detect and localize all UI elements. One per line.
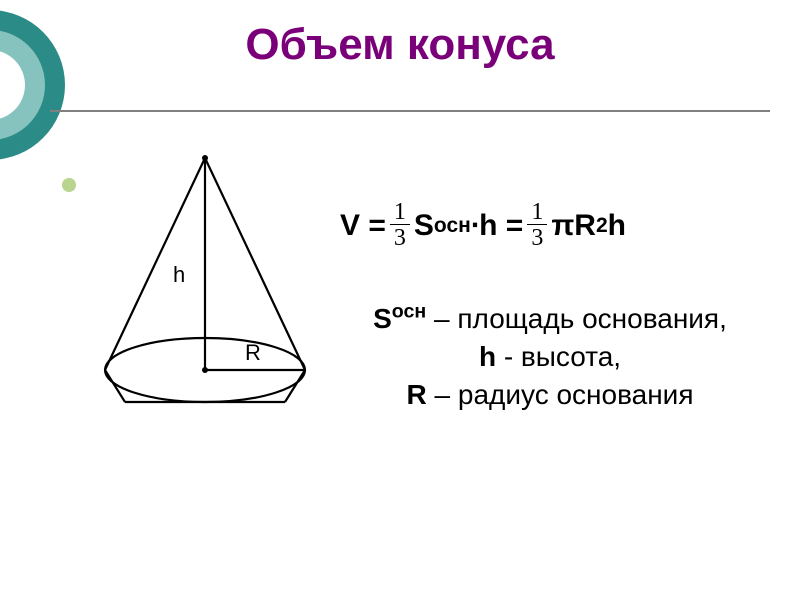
- legend-term-h: h: [479, 341, 496, 372]
- legend-rest-h: - высота,: [496, 341, 621, 372]
- page-title: Объем конуса: [0, 20, 800, 70]
- legend-rest-s: – площадь основания,: [426, 303, 727, 334]
- cone-diagram: hR: [95, 150, 315, 430]
- formula-mid2: ∙h =: [471, 209, 524, 243]
- fraction-1: 1 3: [390, 200, 410, 251]
- slide-root: Объем конуса hR V = 1 3 Sосн ∙h = 1 3 πR…: [0, 0, 800, 600]
- formula-R: R: [574, 209, 596, 243]
- legend-term-s-sub: осн: [392, 301, 426, 323]
- formula-S: S: [414, 209, 434, 243]
- legend-term-r: R: [407, 379, 427, 410]
- legend-line-s: Sосн – площадь основания,: [350, 300, 750, 338]
- frac2-num: 1: [527, 200, 547, 225]
- diagram-label-r: R: [245, 340, 261, 365]
- legend-rest-r: – радиус основания: [427, 379, 694, 410]
- legend-block: Sосн – площадь основания, h - высота, R …: [350, 300, 750, 413]
- formula-h: h: [608, 209, 626, 243]
- frac1-num: 1: [390, 200, 410, 225]
- volume-formula: V = 1 3 Sосн ∙h = 1 3 πR2h: [340, 200, 780, 251]
- formula-lead: V =: [340, 209, 386, 243]
- legend-term-s-sym: S: [373, 303, 392, 334]
- frac2-den: 3: [527, 225, 547, 251]
- legend-term-s: Sосн: [373, 303, 426, 334]
- bullet-dot: [62, 178, 76, 192]
- diagram-label-h: h: [173, 262, 185, 287]
- legend-line-h: h - высота,: [350, 338, 750, 376]
- formula-pi: π: [551, 209, 574, 243]
- frac1-den: 3: [390, 225, 410, 251]
- fraction-2: 1 3: [527, 200, 547, 251]
- cone-svg: hR: [95, 150, 315, 430]
- title-underline: [50, 110, 770, 112]
- legend-line-r: R – радиус основания: [350, 376, 750, 414]
